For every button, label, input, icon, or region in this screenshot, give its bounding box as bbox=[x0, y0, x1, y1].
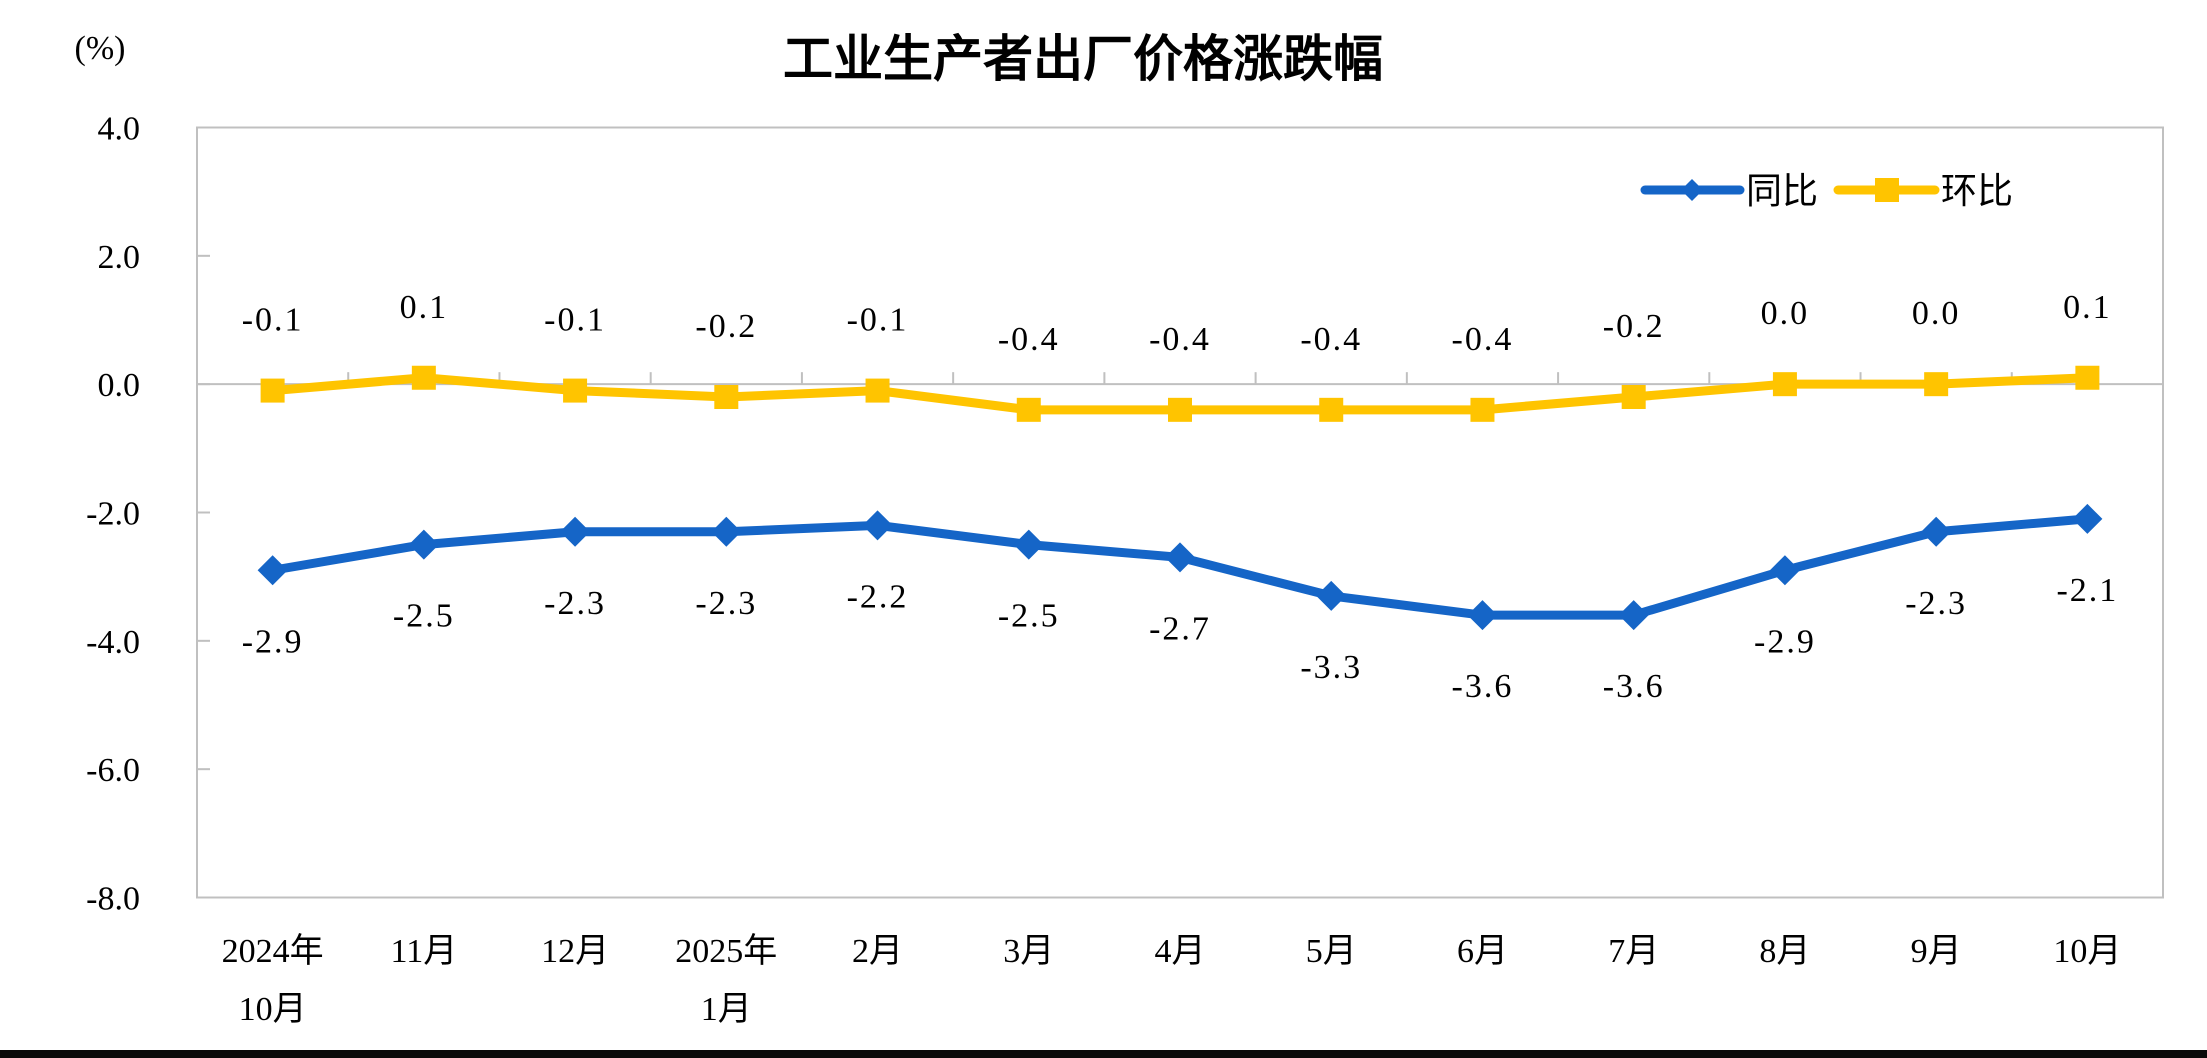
chart-title: 工业生产者出厂价格涨跌幅 bbox=[783, 31, 1383, 87]
series-marker-square bbox=[714, 385, 739, 409]
x-axis-category-label: 9月 bbox=[1911, 933, 1962, 970]
x-axis-category-label: 8月 bbox=[1759, 933, 1810, 970]
x-axis-category-label: 7月 bbox=[1608, 933, 1659, 970]
data-label: -0.2 bbox=[695, 308, 757, 345]
series-marker-diamond bbox=[1316, 580, 1347, 611]
data-label: 0.0 bbox=[1761, 295, 1810, 332]
data-label: -0.4 bbox=[998, 321, 1060, 358]
data-label: -2.3 bbox=[544, 585, 606, 622]
series-marker-square bbox=[1016, 397, 1041, 422]
series-marker-square bbox=[1621, 385, 1646, 409]
plot-area: 4.0 2.0 0.0 -2.0 -4.0 -6.0 -8.0 2024年 10月 11月 12月 2… bbox=[86, 111, 2164, 1028]
series-marker-square bbox=[411, 365, 436, 390]
series-marker-square bbox=[1924, 372, 1949, 397]
series-marker-diamond bbox=[1618, 600, 1649, 631]
data-label: -0.4 bbox=[1300, 321, 1362, 358]
series-marker-diamond bbox=[560, 516, 591, 547]
x-axis-category-label: 1月 bbox=[701, 991, 752, 1028]
data-label: -0.2 bbox=[1603, 308, 1665, 345]
data-label: -2.3 bbox=[695, 585, 757, 622]
x-axis-category-label: 2025年 bbox=[675, 932, 777, 970]
x-axis-category-label: 10月 bbox=[239, 991, 307, 1028]
series-marker-square bbox=[1772, 372, 1797, 397]
data-label: -2.9 bbox=[242, 623, 304, 660]
y-axis-unit-label: (%) bbox=[75, 30, 126, 67]
data-label: -2.9 bbox=[1754, 623, 1816, 660]
data-label: -2.3 bbox=[1905, 585, 1967, 622]
series-marker-square bbox=[1168, 397, 1192, 422]
data-label: 0.1 bbox=[2063, 289, 2112, 326]
y-axis-tick-label: -6.0 bbox=[86, 752, 140, 789]
data-label: -3.6 bbox=[1452, 668, 1514, 705]
y-axis-tick-label: -4.0 bbox=[86, 624, 140, 661]
series-marker-square bbox=[260, 378, 285, 403]
legend-huanbi-label: 环比 bbox=[1941, 171, 2013, 211]
data-label: -0.4 bbox=[1452, 321, 1514, 358]
y-axis-tick-label: 0.0 bbox=[98, 367, 141, 404]
data-label: -2.1 bbox=[2056, 572, 2118, 609]
y-axis-tick-label: -2.0 bbox=[86, 496, 140, 533]
series-marker-square bbox=[2075, 365, 2100, 390]
x-axis-category-label: 2024年 bbox=[222, 932, 324, 970]
series-marker-diamond bbox=[257, 555, 288, 586]
plot-border bbox=[196, 126, 2164, 899]
series-marker-diamond bbox=[408, 529, 439, 560]
bottom-border-bar bbox=[0, 1050, 2207, 1058]
data-label: -3.3 bbox=[1300, 649, 1362, 686]
y-axis-tick-label: 4.0 bbox=[98, 111, 141, 148]
data-label: -2.5 bbox=[393, 598, 455, 635]
data-label: -2.7 bbox=[1149, 610, 1211, 647]
data-label: -2.5 bbox=[998, 598, 1060, 635]
series-marker-square bbox=[865, 378, 890, 403]
y-axis-tick-label: -8.0 bbox=[86, 881, 140, 918]
series-marker-square bbox=[1319, 397, 1344, 422]
x-axis-category-label: 6月 bbox=[1457, 933, 1508, 970]
series-marker-diamond bbox=[1165, 542, 1195, 573]
x-axis-category-label: 5月 bbox=[1306, 933, 1357, 970]
legend-tongbi-diamond-icon bbox=[1681, 179, 1703, 201]
series-marker-diamond bbox=[1467, 600, 1498, 631]
series-marker-diamond bbox=[1769, 555, 1800, 586]
series-marker-square bbox=[563, 378, 588, 403]
data-label: -2.2 bbox=[847, 578, 909, 615]
series-marker-diamond bbox=[711, 516, 742, 547]
data-label: -0.1 bbox=[242, 302, 304, 339]
x-axis-category-label: 10月 bbox=[2053, 933, 2121, 970]
legend-huanbi-square-icon bbox=[1875, 178, 1899, 202]
legend-tongbi-label: 同比 bbox=[1746, 171, 1818, 211]
series-marker-square bbox=[1470, 397, 1495, 422]
x-axis-category-label: 3月 bbox=[1003, 933, 1054, 970]
series-marker-diamond bbox=[862, 510, 893, 541]
x-axis-category-label: 2月 bbox=[852, 933, 903, 970]
y-axis-tick-label: 2.0 bbox=[98, 239, 141, 276]
series-marker-diamond bbox=[1013, 529, 1044, 560]
series-marker-diamond bbox=[1921, 516, 1952, 547]
data-label: -0.4 bbox=[1149, 321, 1211, 358]
data-label: 0.1 bbox=[400, 289, 449, 326]
x-axis-category-label: 11月 bbox=[390, 933, 457, 970]
data-label: -0.1 bbox=[544, 302, 606, 339]
x-axis-category-label: 12月 bbox=[541, 933, 609, 970]
series-marker-diamond bbox=[2072, 503, 2103, 534]
data-label: -0.1 bbox=[847, 302, 909, 339]
x-axis-category-label: 4月 bbox=[1155, 933, 1206, 970]
legend: 同比 环比 bbox=[1640, 171, 2013, 211]
data-label: 0.0 bbox=[1912, 295, 1961, 332]
data-label: -3.6 bbox=[1603, 668, 1665, 705]
